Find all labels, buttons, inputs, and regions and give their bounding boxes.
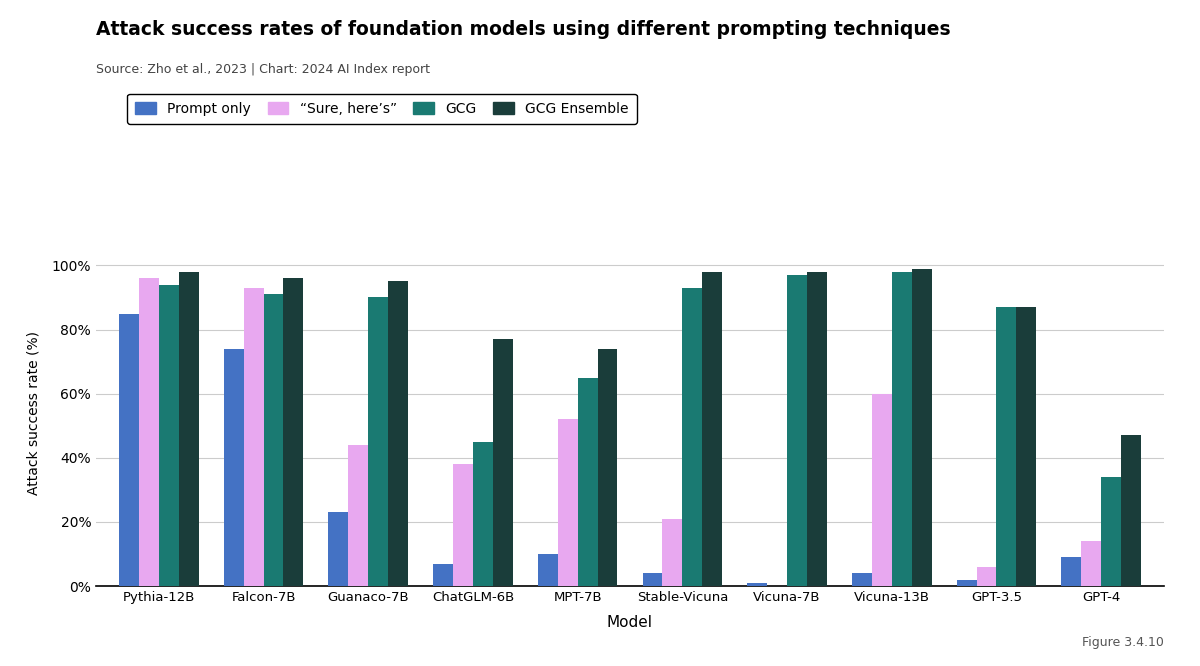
Bar	[454, 464, 473, 586]
Bar	[1061, 557, 1081, 586]
Bar	[1102, 477, 1121, 586]
Bar	[329, 512, 348, 586]
Bar	[806, 272, 827, 586]
Bar	[139, 278, 158, 586]
Bar	[283, 278, 304, 586]
Bar	[662, 519, 683, 586]
Bar	[642, 573, 662, 586]
Bar	[493, 339, 512, 586]
Bar	[702, 272, 722, 586]
Bar	[683, 288, 702, 586]
X-axis label: Model: Model	[607, 615, 653, 630]
Bar	[348, 445, 368, 586]
Bar	[956, 579, 977, 586]
Bar	[1016, 307, 1037, 586]
Bar	[223, 349, 244, 586]
Bar	[473, 442, 493, 586]
Bar	[264, 294, 283, 586]
Bar	[852, 573, 872, 586]
Y-axis label: Attack success rate (%): Attack success rate (%)	[26, 331, 41, 495]
Bar	[577, 378, 598, 586]
Bar	[388, 282, 408, 586]
Bar	[558, 420, 577, 586]
Bar	[179, 272, 199, 586]
Bar	[368, 298, 388, 586]
Bar	[433, 563, 454, 586]
Bar	[538, 554, 558, 586]
Bar	[1081, 541, 1102, 586]
Bar	[912, 268, 931, 586]
Bar	[158, 284, 179, 586]
Text: Attack success rates of foundation models using different prompting techniques: Attack success rates of foundation model…	[96, 20, 950, 39]
Bar	[119, 314, 139, 586]
Bar	[598, 349, 618, 586]
Bar	[892, 272, 912, 586]
Text: Source: Zho et al., 2023 | Chart: 2024 AI Index report: Source: Zho et al., 2023 | Chart: 2024 A…	[96, 63, 430, 77]
Bar	[872, 394, 892, 586]
Bar	[996, 307, 1016, 586]
Bar	[787, 275, 806, 586]
Bar	[748, 583, 767, 586]
Text: Figure 3.4.10: Figure 3.4.10	[1082, 636, 1164, 649]
Legend: Prompt only, “Sure, here’s”, GCG, GCG Ensemble: Prompt only, “Sure, here’s”, GCG, GCG En…	[127, 93, 637, 124]
Bar	[977, 567, 996, 586]
Bar	[244, 288, 264, 586]
Bar	[1121, 436, 1141, 586]
